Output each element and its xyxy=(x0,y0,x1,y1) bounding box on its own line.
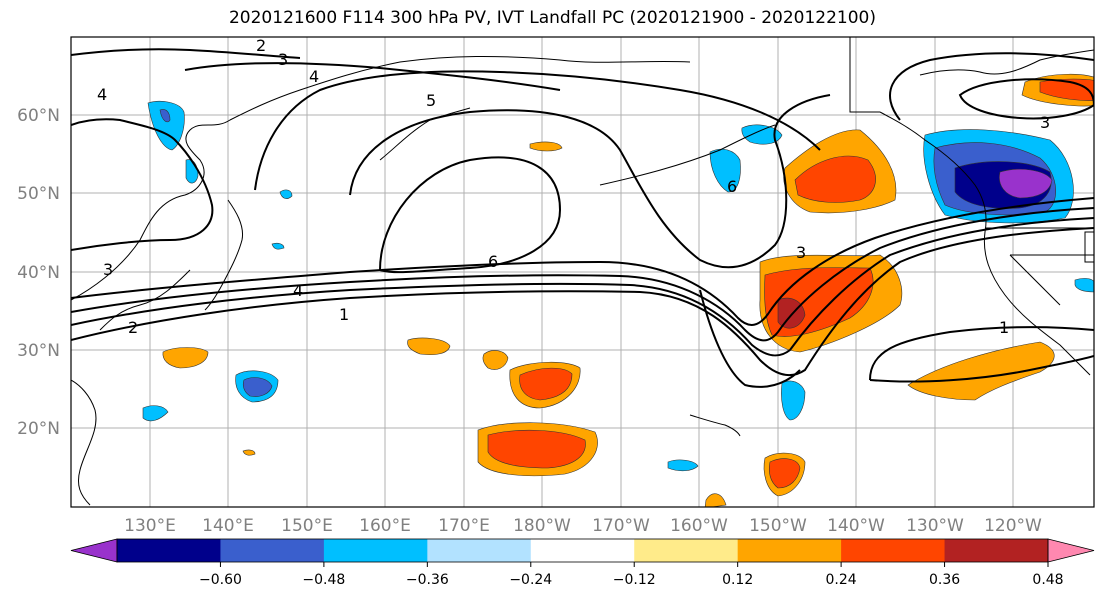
lat-label: 20°N xyxy=(17,419,60,439)
contour-label-2: 2 xyxy=(128,318,138,337)
colorbar-segment xyxy=(841,539,946,562)
lon-label: 160°W xyxy=(670,516,728,536)
colorbar-tick-label: −0.24 xyxy=(509,572,552,588)
lon-label: 160°E xyxy=(359,516,411,536)
lat-label: 60°N xyxy=(17,106,60,126)
contour-label-6b: 6 xyxy=(727,177,737,196)
lon-label: 140°W xyxy=(827,516,885,536)
contour-label-4c: 4 xyxy=(97,85,107,104)
ivt-positive-patches xyxy=(162,73,1094,507)
colorbar-segment xyxy=(634,539,739,562)
contour-label-1b: 1 xyxy=(999,318,1009,337)
colorbar-tick-label: 0.24 xyxy=(826,572,857,588)
gridlines xyxy=(71,37,1094,507)
latitude-labels: 60°N 50°N 40°N 30°N 20°N xyxy=(17,106,60,439)
colorbar-tick-label: −0.12 xyxy=(613,572,656,588)
longitude-labels: 130°E 140°E 150°E 160°E 170°E 180°W 170°… xyxy=(124,516,1042,536)
pv-contours xyxy=(71,48,1094,388)
colorbar-tick-label: −0.36 xyxy=(406,572,449,588)
lon-label: 180°W xyxy=(513,516,571,536)
colorbar: −0.60 −0.48 −0.36 −0.24 −0.12 0.12 0.24 0.36 0.4… xyxy=(70,538,1095,588)
map-border xyxy=(70,36,1095,508)
colorbar-tick-label: −0.60 xyxy=(199,572,242,588)
contour-labels: 1 1 2 2 3 3 3 3 4 4 4 5 6 6 xyxy=(97,36,1050,337)
lon-label: 130°W xyxy=(906,516,964,536)
colorbar-segment xyxy=(220,539,325,562)
lon-label: 150°E xyxy=(281,516,333,536)
colorbar-segment xyxy=(427,539,532,562)
lon-label: 120°W xyxy=(984,516,1042,536)
contour-label-2b: 2 xyxy=(256,36,266,55)
lon-label: 170°E xyxy=(438,516,490,536)
lon-label: 130°E xyxy=(124,516,176,536)
ivt-negative-patches xyxy=(142,101,1094,472)
contour-label-4: 4 xyxy=(309,67,319,86)
contour-label-4b: 4 xyxy=(293,281,303,300)
lat-label: 50°N xyxy=(17,184,60,204)
colorbar-segment xyxy=(117,539,221,562)
contour-label-1: 1 xyxy=(339,305,349,324)
colorbar-extend-high xyxy=(1047,538,1095,563)
colorbar-extend-low xyxy=(70,538,118,563)
colorbar-outline xyxy=(116,538,1049,563)
colorbar-tick-label: 0.12 xyxy=(722,572,753,588)
contour-label-3: 3 xyxy=(278,50,288,69)
lat-label: 30°N xyxy=(17,341,60,361)
colorbar-tick-label: −0.48 xyxy=(302,572,345,588)
colorbar-segment xyxy=(737,539,842,562)
colorbar-segment xyxy=(323,539,428,562)
colorbar-segment xyxy=(530,539,635,562)
colorbar-tick-label: 0.36 xyxy=(929,572,960,588)
lat-label: 40°N xyxy=(17,263,60,283)
lon-label: 170°W xyxy=(592,516,650,536)
colorbar-segment xyxy=(944,539,1049,562)
contour-label-3c: 3 xyxy=(1040,113,1050,132)
contour-label-3b: 3 xyxy=(103,260,113,279)
coastlines xyxy=(71,37,1094,506)
contour-label-5: 5 xyxy=(426,91,436,110)
lon-label: 150°W xyxy=(749,516,807,536)
lon-label: 140°E xyxy=(202,516,254,536)
map-title: 2020121600 F114 300 hPa PV, IVT Landfall… xyxy=(228,8,876,28)
colorbar-tick-label: 0.48 xyxy=(1032,572,1063,588)
contour-label-6: 6 xyxy=(488,252,498,271)
contour-label-3d: 3 xyxy=(796,243,806,262)
